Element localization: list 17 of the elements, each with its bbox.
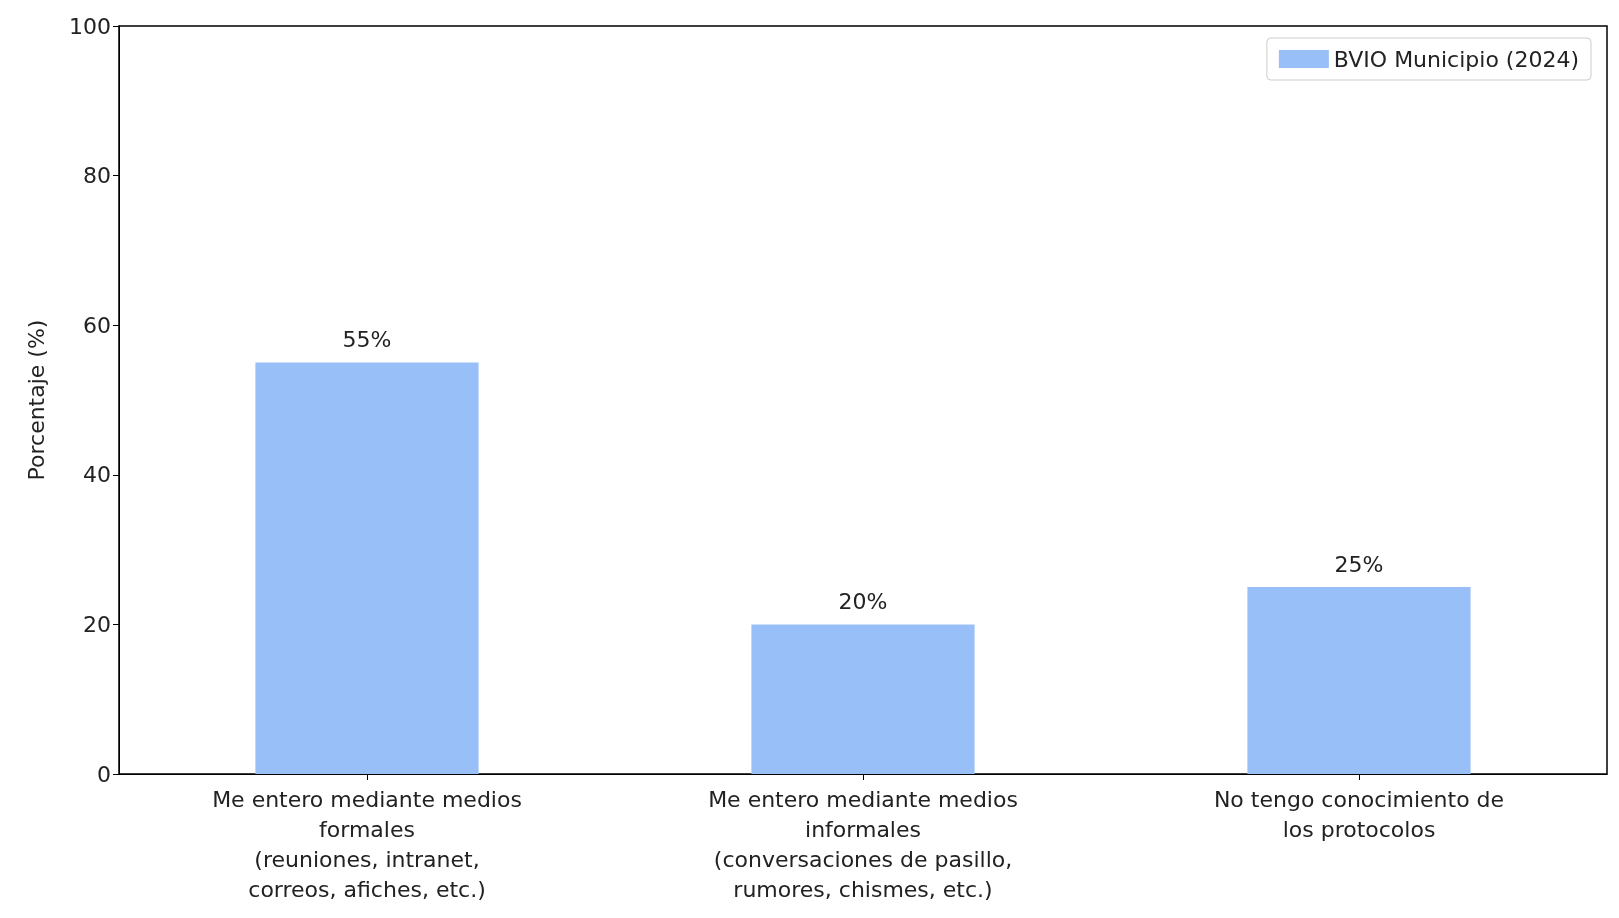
y-tick-label: 80 bbox=[83, 163, 111, 189]
bar bbox=[255, 362, 479, 774]
x-tick-label: No tengo conocimiento de los protocolos bbox=[1213, 786, 1505, 842]
legend-label: BVIO Municipio (2024) bbox=[1333, 46, 1579, 72]
y-tick-label: 60 bbox=[83, 312, 111, 338]
data-label: 55% bbox=[342, 327, 392, 353]
x-tick-label: Me entero mediante medios formales (reuniones, intranet, correos, afiches, etc.) bbox=[212, 786, 522, 902]
bar bbox=[1247, 587, 1471, 774]
y-tick-label: 100 bbox=[69, 13, 111, 39]
y-tick-label: 0 bbox=[97, 761, 111, 787]
y-tick-label: 20 bbox=[83, 611, 111, 637]
x-tick-label: Me entero mediante medios informales (conversaciones de pasillo, rumores, chismes, etc.) bbox=[708, 786, 1018, 902]
data-label: 20% bbox=[838, 588, 888, 614]
y-tick-label: 40 bbox=[83, 462, 111, 488]
y-axis-title: Porcentaje (%) bbox=[23, 319, 49, 481]
bar bbox=[751, 624, 975, 774]
data-label: 25% bbox=[1334, 551, 1384, 577]
